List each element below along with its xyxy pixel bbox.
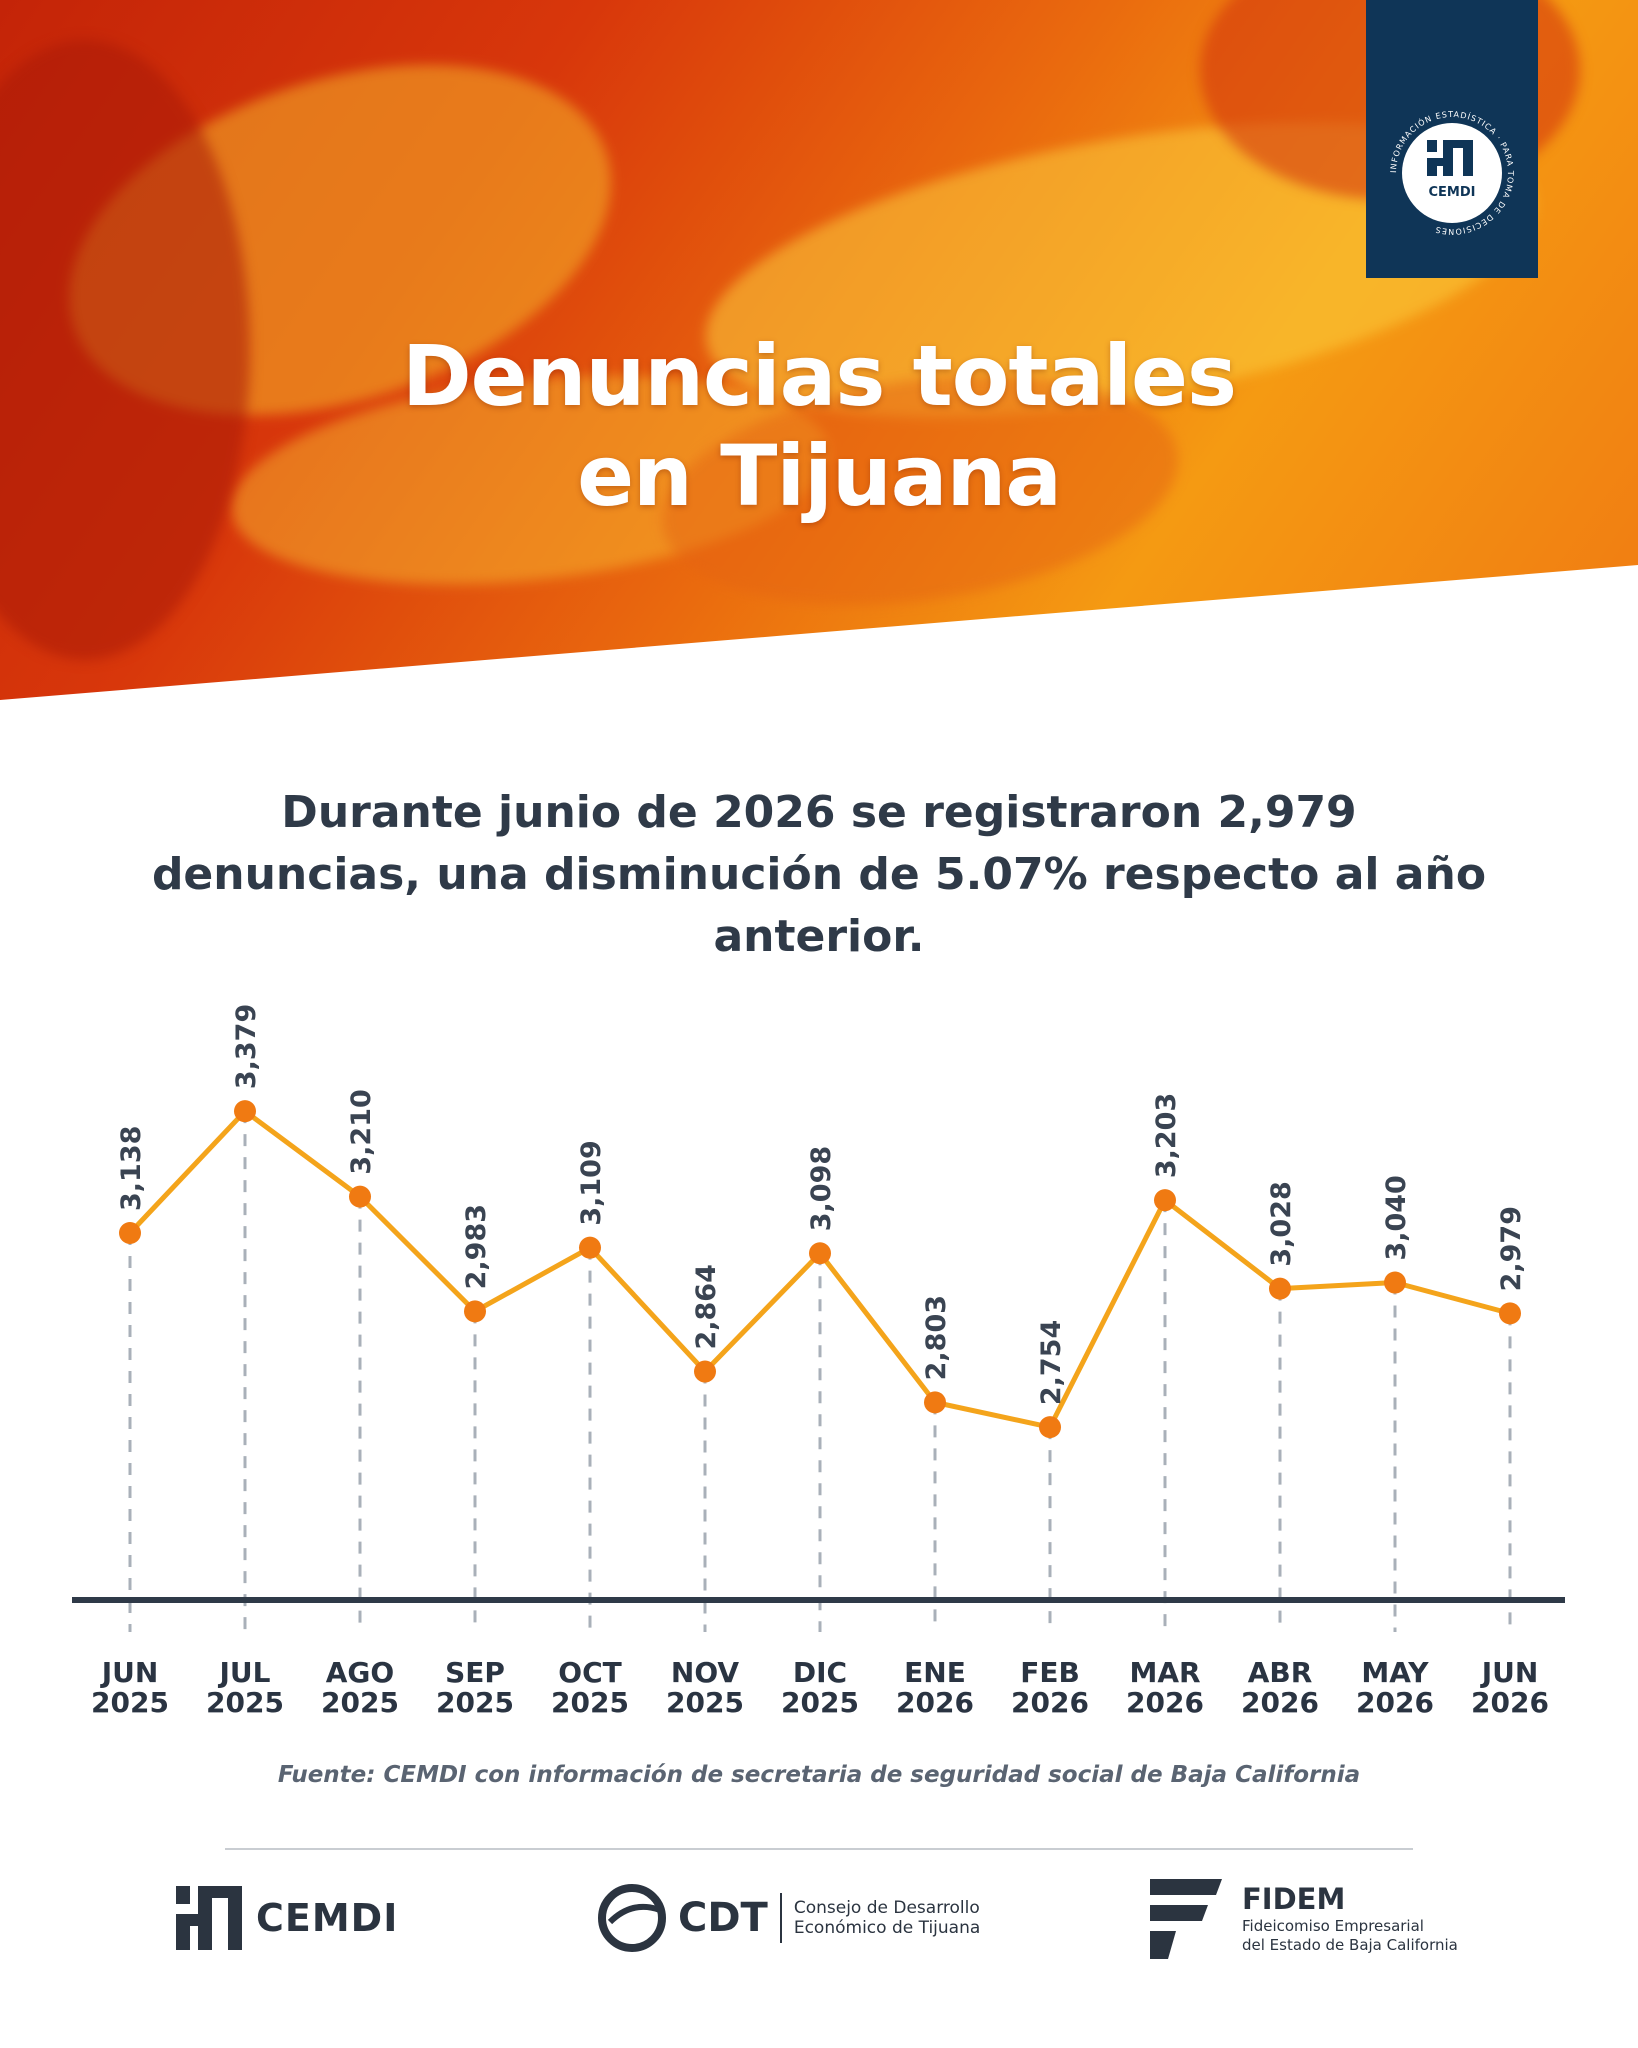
x-tick-label: 2026 <box>1126 1686 1204 1719</box>
x-tick-label: 2026 <box>1241 1686 1319 1719</box>
data-label: 3,028 <box>1266 1181 1297 1266</box>
x-tick-label: MAR <box>1129 1656 1200 1689</box>
x-tick-label: 2026 <box>896 1686 974 1719</box>
cdt-logo-text: CDT <box>678 1895 768 1941</box>
data-point <box>349 1185 371 1208</box>
title-line-1: Denuncias totales <box>401 327 1237 426</box>
x-tick-label: JUL <box>218 1656 271 1689</box>
fidem-description: Fideicomiso Empresarial del Estado de Ba… <box>1242 1917 1458 1955</box>
summary-text: Durante junio de 2026 se registraron 2,9… <box>151 787 1487 962</box>
data-point <box>1154 1189 1176 1212</box>
data-point <box>1039 1416 1061 1439</box>
data-label: 2,803 <box>921 1295 952 1380</box>
data-point <box>579 1236 601 1259</box>
data-point <box>234 1100 256 1123</box>
data-point <box>924 1391 946 1414</box>
cdt-separator <box>779 1893 782 1943</box>
x-tick-label: 2025 <box>666 1686 744 1719</box>
data-label: 3,040 <box>1381 1175 1412 1260</box>
cdt-logo: CDT Consejo de Desarrollo Económico de T… <box>596 1868 980 1968</box>
x-tick-label: OCT <box>558 1656 621 1689</box>
cemdi-mark-icon <box>176 1886 242 1950</box>
x-tick-label: DIC <box>793 1656 847 1689</box>
x-tick-label: 2025 <box>206 1686 284 1719</box>
x-tick-label: 2025 <box>436 1686 514 1719</box>
cdt-description: Consejo de Desarrollo Económico de Tijua… <box>794 1898 980 1938</box>
data-point <box>119 1222 141 1245</box>
x-tick-label: 2025 <box>551 1686 629 1719</box>
data-point <box>809 1242 831 1265</box>
x-tick-label: JUN <box>1480 1656 1539 1689</box>
fidem-logo: FIDEM Fideicomiso Empresarial del Estado… <box>1146 1868 1458 1968</box>
data-label: 3,379 <box>231 1004 262 1089</box>
x-tick-label: 2025 <box>781 1686 859 1719</box>
data-label: 2,979 <box>1496 1206 1527 1291</box>
cdt-circle-icon <box>598 1884 666 1952</box>
page-title: Denuncias totales en Tijuana <box>0 326 1638 526</box>
footer-divider <box>225 1848 1413 1850</box>
data-label: 3,210 <box>346 1089 377 1174</box>
data-point <box>1384 1271 1406 1294</box>
data-label: 2,983 <box>461 1204 492 1289</box>
fidem-logo-text: FIDEM <box>1242 1882 1346 1916</box>
x-tick-label: 2026 <box>1471 1686 1549 1719</box>
x-tick-label: NOV <box>671 1656 739 1689</box>
fidem-text-block: FIDEM Fideicomiso Empresarial del Estado… <box>1242 1881 1458 1955</box>
data-label: 2,864 <box>691 1264 722 1349</box>
cemdi-logo-text: CEMDI <box>256 1896 399 1940</box>
x-tick-label: SEP <box>445 1656 505 1689</box>
x-tick-label: MAY <box>1361 1656 1429 1689</box>
cemdi-mark-icon <box>1427 140 1473 176</box>
data-point <box>694 1360 716 1383</box>
title-line-2: en Tijuana <box>577 427 1062 526</box>
data-label: 3,138 <box>116 1126 147 1211</box>
data-point <box>1499 1302 1521 1325</box>
x-tick-label: JUN <box>100 1656 159 1689</box>
source-note: Fuente: CEMDI con información de secreta… <box>277 1762 1361 1788</box>
line-chart: 3,138 3,379 3,210 2,983 3,109 2,864 3,098 2,803… <box>72 1004 1565 1719</box>
cemdi-seal-icon: INFORMACIÓN ESTADÍSTICA · PARA TOMA DE D… <box>1389 110 1514 236</box>
cdt-desc-line-2: Económico de Tijuana <box>793 1918 981 1938</box>
data-point <box>1269 1277 1291 1300</box>
x-tick-label: 2026 <box>1011 1686 1089 1719</box>
x-tick-label: ABR <box>1248 1656 1313 1689</box>
cemdi-logo: CEMDI <box>176 1868 398 1968</box>
x-tick-label: 2025 <box>321 1686 399 1719</box>
data-label: 2,754 <box>1036 1320 1067 1405</box>
data-point <box>464 1300 486 1323</box>
x-tick-label: AGO <box>326 1656 394 1689</box>
badge-logo-text: CEMDI <box>1429 185 1476 200</box>
fidem-mark-icon <box>1150 1879 1222 1959</box>
fidem-desc-line-1: Fideicomiso Empresarial <box>1242 1917 1424 1935</box>
x-tick-label: 2026 <box>1356 1686 1434 1719</box>
data-label: 3,098 <box>806 1146 837 1231</box>
cdt-desc-line-1: Consejo de Desarrollo <box>793 1898 980 1918</box>
data-label: 3,203 <box>1151 1093 1182 1178</box>
header-banner: Denuncias totales en Tijuana <box>0 0 1638 700</box>
cemdi-badge: INFORMACIÓN ESTADÍSTICA · PARA TOMA DE D… <box>1366 0 1538 278</box>
x-tick-label: 2025 <box>91 1686 169 1719</box>
x-tick-label: ENE <box>904 1656 966 1689</box>
x-tick-label: FEB <box>1020 1656 1080 1689</box>
fidem-desc-line-2: del Estado de Baja California <box>1242 1936 1458 1954</box>
data-label: 3,109 <box>576 1140 607 1225</box>
